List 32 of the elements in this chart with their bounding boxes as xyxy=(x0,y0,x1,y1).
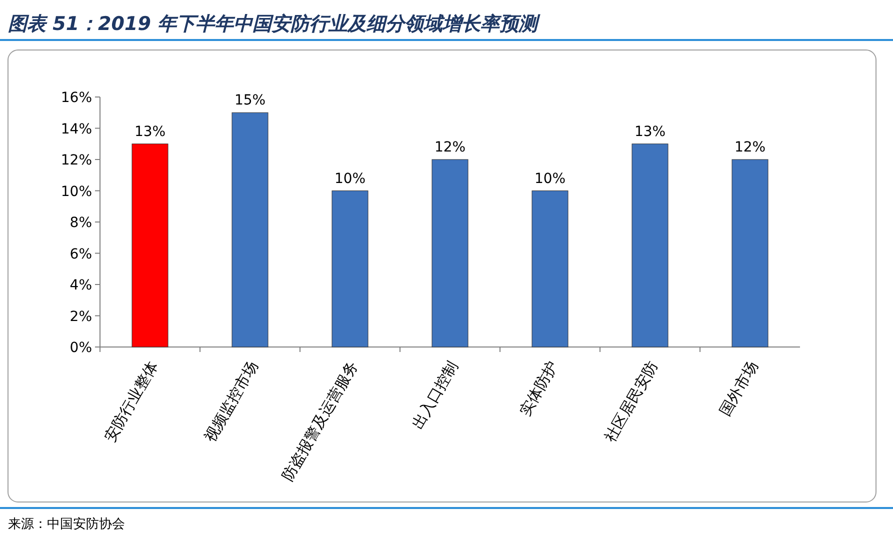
bar xyxy=(532,190,568,348)
data-label: 10% xyxy=(334,170,366,187)
x-tick-label: 防盗报警及运营服务 xyxy=(278,358,362,484)
data-label: 13% xyxy=(634,124,666,140)
x-tick-label: 国外市场 xyxy=(716,358,762,419)
bar xyxy=(132,144,168,348)
data-label: 12% xyxy=(434,140,466,156)
y-tick-label: 6% xyxy=(70,246,92,262)
data-label: 12% xyxy=(734,140,766,156)
source-note: 来源：中国安防协会 xyxy=(8,516,125,532)
bar xyxy=(332,190,368,348)
data-label: 10% xyxy=(534,170,566,187)
data-label: 15% xyxy=(234,92,266,109)
x-tick-label: 出入口控制 xyxy=(408,358,462,432)
y-tick-label: 10% xyxy=(60,184,92,200)
y-tick-label: 16% xyxy=(60,90,92,106)
data-label: 13% xyxy=(134,124,166,140)
y-tick-label: 14% xyxy=(60,121,92,138)
x-tick-label: 社区居民安防 xyxy=(600,358,662,445)
y-tick-label: 0% xyxy=(70,340,92,356)
y-tick-label: 12% xyxy=(60,152,92,168)
bar xyxy=(732,159,768,348)
chart-title: 图表 51：2019 年下半年中国安防行业及细分领域增长率预测 xyxy=(8,13,541,35)
bar xyxy=(432,159,468,348)
y-tick-label: 2% xyxy=(70,308,92,325)
y-tick-label: 4% xyxy=(70,278,92,294)
x-tick-label: 安防行业整体 xyxy=(100,358,162,445)
bar xyxy=(632,144,668,348)
y-tick-label: 8% xyxy=(70,215,92,231)
x-tick-label: 实体防护 xyxy=(516,358,562,419)
bar xyxy=(232,112,268,348)
x-tick-label: 视频监控市场 xyxy=(200,358,262,445)
